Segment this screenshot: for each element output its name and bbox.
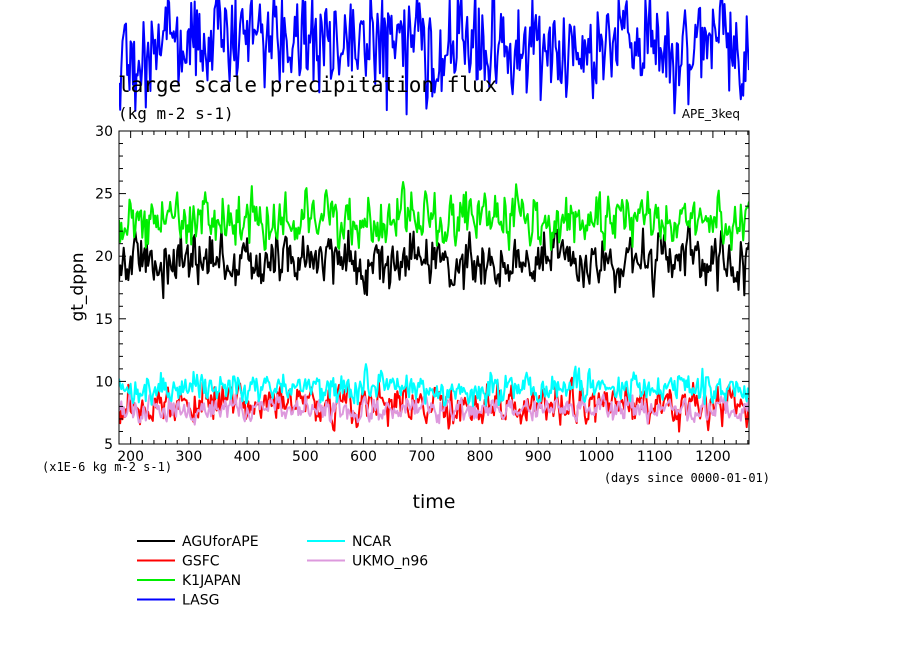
y-axis: 5 10 15 20 25 30 [95,124,749,453]
experiment-label: APE_3keq [682,107,740,121]
x-tick-label: 600 [350,449,377,465]
series-line-ncar [119,363,749,408]
y-tick-label: 10 [95,374,113,390]
legend-label-gsfc: GSFC [182,554,220,570]
x-tick-label: 200 [117,449,144,465]
y-scale-note: (x1E-6 kg m-2 s-1) [42,460,172,474]
x-tick-label: 800 [467,449,494,465]
x-axis: 200 300 400 500 600 700 800 900 1000 1100 1200 [117,131,749,465]
x-tick-label: 1100 [637,449,673,465]
y-tick-label: 5 [104,437,113,453]
y-tick-label: 20 [95,249,113,265]
y-tick-label: 30 [95,124,113,140]
x-tick-label: 700 [408,449,435,465]
chart-units: (kg m-2 s-1) [118,104,234,123]
x-tick-label: 900 [525,449,552,465]
series-line-k1japan [119,181,749,251]
x-tick-label: 300 [176,449,203,465]
legend-label-ncar: NCAR [352,534,392,550]
x-tick-label: 1200 [695,449,731,465]
y-tick-label: 25 [95,187,113,203]
legend-label-lasg: LASG [182,593,219,609]
x-axis-title: time [413,491,456,513]
legend-label-aguforape: AGUforAPE [182,534,259,550]
x-tick-label: 400 [234,449,261,465]
x-tick-label: 1000 [579,449,615,465]
legend: AGUforAPE GSFC K1JAPAN LASG NCAR UKMO_n96 [137,534,428,609]
plot-frame [118,130,750,445]
y-axis-title: gt_dppn [68,252,88,321]
series-line-ukmo_n96 [119,393,749,426]
y-tick-label: 15 [95,312,113,328]
series-layer [119,0,749,433]
chart-title: large scale precipitation flux [118,73,497,97]
x-tick-label: 500 [292,449,319,465]
series-line-lasg [119,0,749,116]
legend-label-ukmo_n96: UKMO_n96 [352,554,428,570]
series-line-aguforape [119,223,749,300]
legend-label-k1japan: K1JAPAN [182,573,241,589]
x-units-label: (days since 0000-01-01) [604,471,770,485]
